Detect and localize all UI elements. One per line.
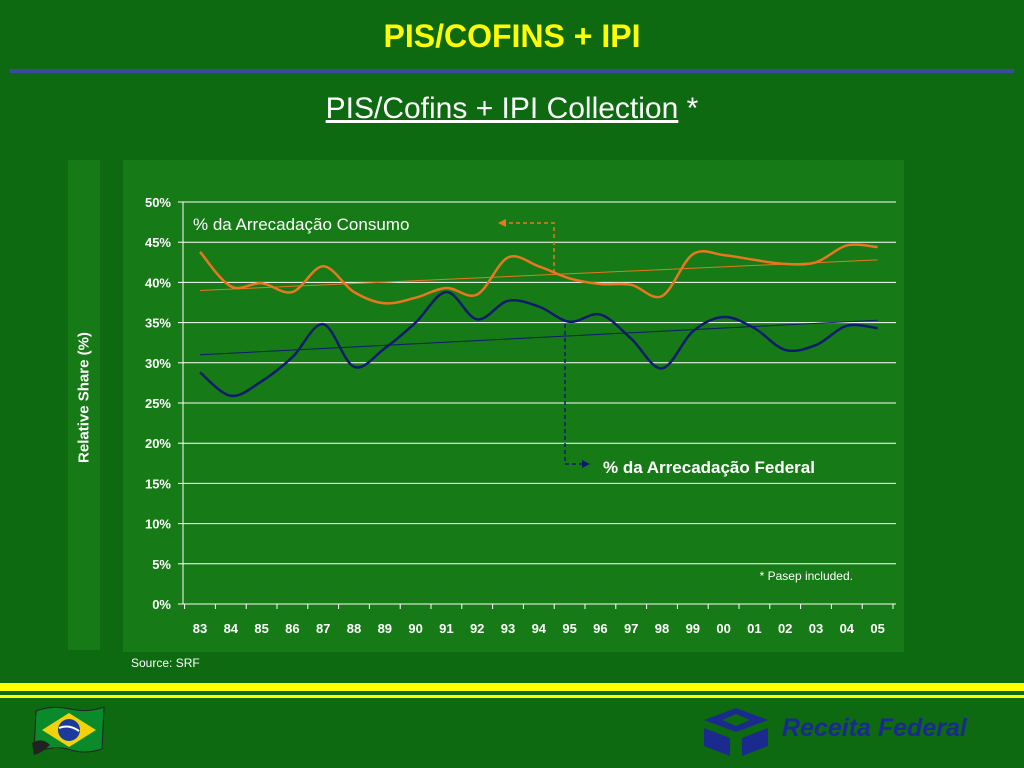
- x-tick-label: 05: [870, 621, 884, 636]
- consumo-arrow-head: [498, 219, 506, 227]
- federal-annotation-arrow: [564, 324, 583, 465]
- y-tick-label: 15%: [145, 476, 171, 491]
- y-tick-label: 20%: [145, 436, 171, 451]
- y-tick-label: 25%: [145, 396, 171, 411]
- consumo-series-label: % da Arrecadação Consumo: [193, 215, 409, 234]
- x-tick-label: 97: [624, 621, 638, 636]
- x-tick-label: 91: [439, 621, 453, 636]
- subtitle-asterisk: *: [686, 92, 699, 125]
- consumo-trend-line: [199, 259, 878, 291]
- x-tick-label: 93: [501, 621, 515, 636]
- x-tick-label: 01: [747, 621, 761, 636]
- title-divider: [10, 69, 1014, 73]
- y-tick-label: 45%: [145, 235, 171, 250]
- chart-subtitle: PIS/Cofins + IPI Collection *: [0, 92, 1024, 126]
- federal-trend-line: [199, 319, 878, 356]
- line-chart: 0% 5% 10% 15% 20% 25% 30% 35% 40% 45% 50% 83 84 85 86 8…: [145, 195, 896, 636]
- x-tick-label: 89: [378, 621, 392, 636]
- consumo-series-line: [199, 243, 878, 305]
- x-tick-label: 83: [193, 621, 207, 636]
- y-tick-label: 40%: [145, 275, 171, 290]
- source-note: Source: SRF: [131, 656, 200, 670]
- y-tick-label: 0%: [152, 597, 171, 612]
- pasep-note: * Pasep included.: [760, 569, 853, 583]
- receita-federal-logo-text: Receita Federal: [782, 714, 967, 742]
- footer-stripe-gap: [0, 691, 1024, 695]
- receita-federal-logo-icon: [704, 708, 768, 756]
- footer-stripe: [0, 683, 1024, 691]
- y-axis-label-panel: Relative Share (%): [68, 160, 100, 650]
- slide-title: PIS/COFINS + IPI: [383, 18, 641, 54]
- x-tick-label: 84: [224, 621, 239, 636]
- federal-series-label: % da Arrecadação Federal: [603, 458, 815, 477]
- federal-series-line: [199, 290, 878, 398]
- x-tick-label: 95: [562, 621, 576, 636]
- y-tick-label: 5%: [152, 557, 171, 572]
- x-tick-label: 98: [655, 621, 669, 636]
- x-tick-label: 03: [809, 621, 823, 636]
- y-tick-label: 50%: [145, 195, 171, 210]
- x-tick-label: 87: [316, 621, 330, 636]
- x-tick-label: 86: [285, 621, 299, 636]
- brazil-flag-icon: [32, 706, 105, 755]
- x-tick-label: 02: [778, 621, 792, 636]
- y-tick-label: 35%: [145, 316, 171, 331]
- x-tick-label: 90: [408, 621, 422, 636]
- x-tick-label: 92: [470, 621, 484, 636]
- x-tick-label: 88: [347, 621, 361, 636]
- consumo-annotation-arrow: [504, 222, 555, 273]
- subtitle-text: PIS/Cofins + IPI Collection: [325, 92, 679, 125]
- federal-arrow-head: [582, 460, 590, 468]
- x-tick-label: 94: [532, 621, 547, 636]
- y-tick-label: 10%: [145, 517, 171, 532]
- y-axis-label: Relative Share (%): [75, 332, 93, 463]
- y-tick-label: 30%: [145, 356, 171, 371]
- footer-stripe: [0, 695, 1024, 698]
- x-tick-label: 99: [686, 621, 700, 636]
- x-tick-label: 96: [593, 621, 607, 636]
- x-tick-label: 04: [840, 621, 855, 636]
- x-tick-label: 85: [254, 621, 268, 636]
- x-tick-label: 00: [716, 621, 730, 636]
